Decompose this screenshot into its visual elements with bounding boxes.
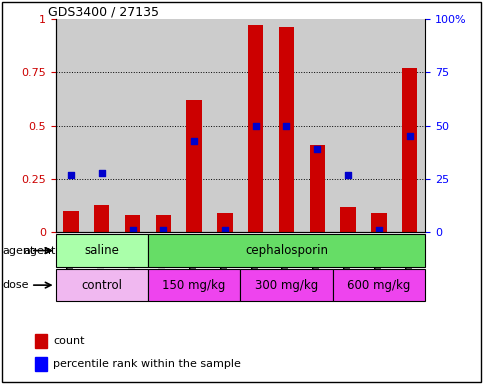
Bar	[56, 269, 148, 301]
Bar	[125, 215, 140, 232]
Text: agent: agent	[2, 245, 35, 256]
Bar	[148, 234, 425, 267]
Bar	[56, 234, 148, 267]
Bar	[371, 213, 386, 232]
Point	[283, 123, 290, 129]
Text: agent: agent	[23, 245, 56, 256]
Bar	[148, 19, 179, 232]
Bar	[279, 26, 294, 232]
Bar	[63, 211, 79, 232]
Bar	[156, 215, 171, 232]
Point	[190, 137, 198, 144]
Bar	[341, 207, 356, 232]
Bar	[148, 269, 241, 301]
Point	[67, 172, 75, 178]
Bar	[117, 19, 148, 232]
Bar	[333, 19, 364, 232]
Bar	[179, 19, 210, 232]
Bar	[56, 19, 86, 232]
Bar	[310, 145, 325, 232]
Point	[98, 170, 106, 176]
Bar	[86, 19, 117, 232]
Bar	[271, 19, 302, 232]
Bar	[240, 19, 271, 232]
Point	[406, 133, 413, 139]
Text: 300 mg/kg: 300 mg/kg	[255, 279, 318, 291]
Bar	[302, 19, 333, 232]
Bar	[217, 213, 233, 232]
Bar	[186, 100, 202, 232]
Point	[128, 227, 136, 233]
Point	[221, 227, 229, 233]
Bar	[94, 205, 110, 232]
Text: dose: dose	[2, 280, 29, 290]
Bar	[35, 334, 47, 348]
Text: control: control	[81, 279, 122, 291]
Point	[313, 146, 321, 152]
Bar	[248, 25, 263, 232]
Bar	[35, 357, 47, 371]
Point	[252, 123, 259, 129]
Text: count: count	[53, 336, 85, 346]
Point	[159, 227, 167, 233]
Bar	[240, 269, 333, 301]
Bar	[394, 19, 425, 232]
Text: percentile rank within the sample: percentile rank within the sample	[53, 359, 241, 369]
Text: saline: saline	[85, 244, 119, 257]
Bar	[333, 269, 425, 301]
Text: 150 mg/kg: 150 mg/kg	[162, 279, 226, 291]
Bar	[364, 19, 394, 232]
Point	[375, 227, 383, 233]
Bar	[402, 68, 417, 232]
Point	[344, 172, 352, 178]
Text: cephalosporin: cephalosporin	[245, 244, 328, 257]
Text: GDS3400 / 27135: GDS3400 / 27135	[48, 5, 159, 18]
Bar	[210, 19, 240, 232]
Text: 600 mg/kg: 600 mg/kg	[347, 279, 411, 291]
